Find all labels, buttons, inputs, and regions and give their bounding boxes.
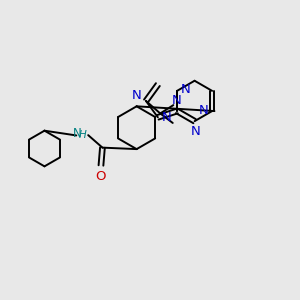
- Text: H: H: [78, 130, 86, 140]
- Text: N: N: [73, 128, 81, 140]
- Text: N: N: [199, 104, 208, 117]
- Text: N: N: [162, 111, 172, 124]
- Text: O: O: [96, 169, 106, 183]
- Text: N: N: [190, 125, 200, 138]
- Text: N: N: [181, 83, 190, 96]
- Text: N: N: [172, 94, 182, 107]
- Text: N: N: [132, 89, 142, 102]
